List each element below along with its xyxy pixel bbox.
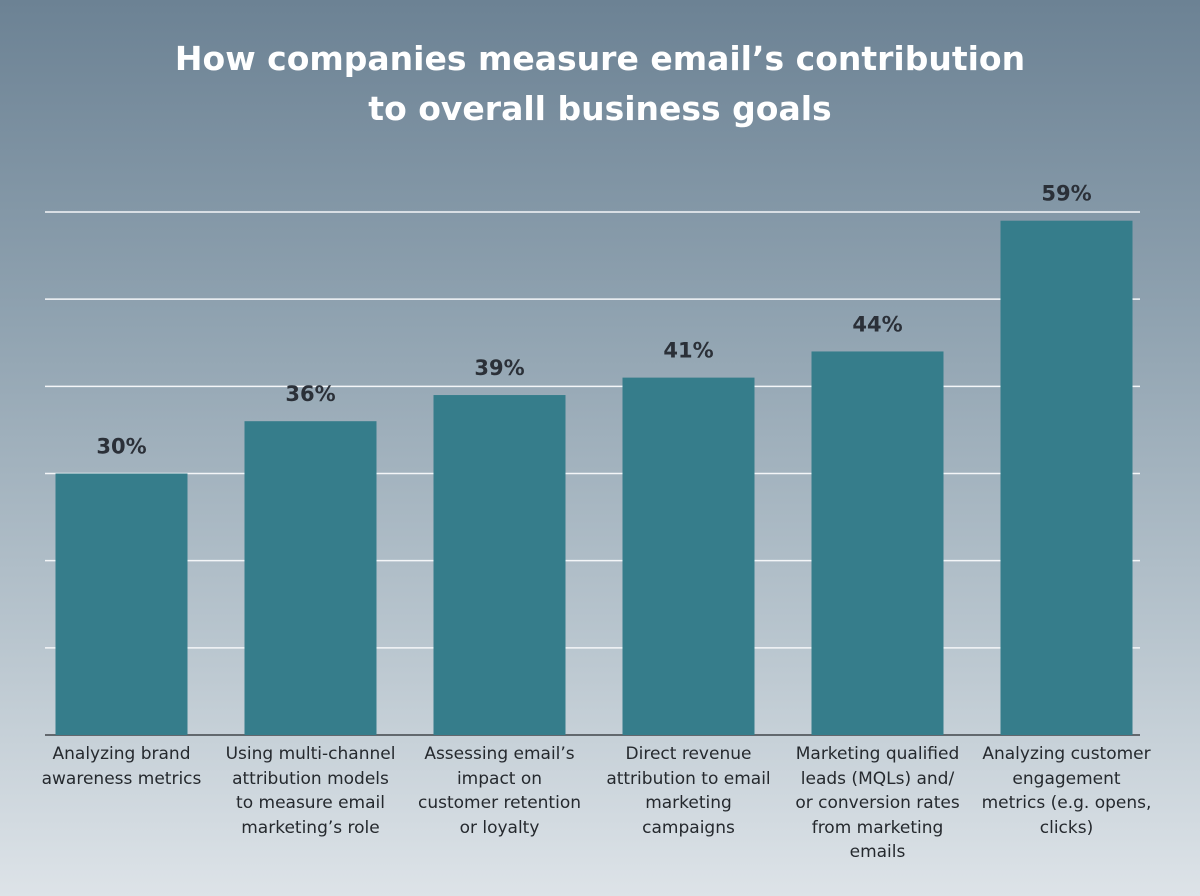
value-label: 41% [663,339,713,363]
bar [811,351,944,735]
x-tick-label: Marketing qualified leads (MQLs) and/ or… [795,744,960,862]
bar [244,421,377,735]
x-tick-label: Direct revenue attribution to email mark… [606,744,771,838]
value-label: 39% [474,356,524,380]
chart-title: How companies measure email’s contributi… [174,39,1026,128]
bar [1000,220,1133,735]
x-tick-label: Analyzing customer engagement metrics (e… [981,744,1152,838]
bar [622,377,755,735]
value-label: 44% [852,312,902,336]
x-tick-label: Assessing email’s impact on customer ret… [418,744,581,838]
value-label: 59% [1041,182,1091,206]
bar [433,395,566,735]
bar [55,473,188,735]
x-tick-label: Using multi-channel attribution models t… [225,744,396,838]
value-label: 30% [96,435,146,459]
x-tick-label: Analyzing brand awareness metrics [41,744,202,789]
value-label: 36% [285,382,335,406]
